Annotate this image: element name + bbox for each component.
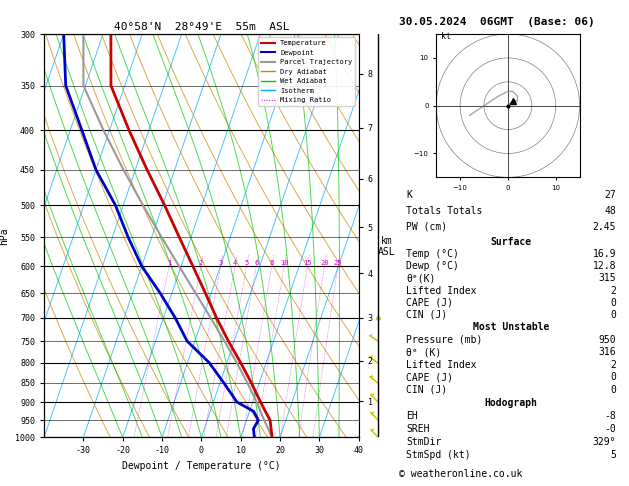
- Text: Hodograph: Hodograph: [484, 398, 538, 408]
- Text: 329°: 329°: [593, 437, 616, 447]
- Text: LCL: LCL: [360, 419, 376, 428]
- Text: 0: 0: [610, 372, 616, 382]
- Text: 2: 2: [610, 360, 616, 370]
- Text: PW (cm): PW (cm): [406, 222, 447, 232]
- Text: 3: 3: [218, 260, 223, 266]
- Text: 315: 315: [598, 273, 616, 283]
- Text: Temp (°C): Temp (°C): [406, 249, 459, 259]
- Text: 6: 6: [254, 260, 259, 266]
- Text: Surface: Surface: [491, 237, 532, 247]
- Text: -8: -8: [604, 411, 616, 421]
- Text: © weatheronline.co.uk: © weatheronline.co.uk: [399, 469, 523, 479]
- Text: Lifted Index: Lifted Index: [406, 360, 477, 370]
- Text: 48: 48: [604, 206, 616, 216]
- Y-axis label: hPa: hPa: [0, 227, 9, 244]
- Text: 5: 5: [245, 260, 249, 266]
- Text: -0: -0: [604, 424, 616, 434]
- Text: 950: 950: [598, 335, 616, 345]
- Text: θᵉ (K): θᵉ (K): [406, 347, 442, 357]
- X-axis label: Dewpoint / Temperature (°C): Dewpoint / Temperature (°C): [122, 461, 281, 471]
- Text: 0: 0: [610, 297, 616, 308]
- Text: 8: 8: [270, 260, 274, 266]
- Text: CAPE (J): CAPE (J): [406, 297, 453, 308]
- Text: Lifted Index: Lifted Index: [406, 285, 477, 295]
- Text: SREH: SREH: [406, 424, 430, 434]
- Text: 15: 15: [303, 260, 311, 266]
- Text: 0: 0: [610, 385, 616, 395]
- Text: 4: 4: [233, 260, 237, 266]
- Text: 10: 10: [280, 260, 289, 266]
- Text: CIN (J): CIN (J): [406, 310, 447, 320]
- Text: 2: 2: [199, 260, 203, 266]
- Text: 20: 20: [320, 260, 329, 266]
- Text: Dewp (°C): Dewp (°C): [406, 261, 459, 271]
- Text: 5: 5: [610, 450, 616, 460]
- Title: 40°58'N  28°49'E  55m  ASL: 40°58'N 28°49'E 55m ASL: [114, 22, 289, 32]
- Text: 25: 25: [333, 260, 342, 266]
- Text: 12.8: 12.8: [593, 261, 616, 271]
- Text: StmSpd (kt): StmSpd (kt): [406, 450, 470, 460]
- Text: 30.05.2024  06GMT  (Base: 06): 30.05.2024 06GMT (Base: 06): [399, 17, 595, 27]
- Text: StmDir: StmDir: [406, 437, 442, 447]
- Text: K: K: [406, 190, 412, 200]
- Text: Totals Totals: Totals Totals: [406, 206, 482, 216]
- Text: 16.9: 16.9: [593, 249, 616, 259]
- Text: 2: 2: [610, 285, 616, 295]
- Text: 1: 1: [167, 260, 171, 266]
- Text: θᵉ(K): θᵉ(K): [406, 273, 435, 283]
- Text: 27: 27: [604, 190, 616, 200]
- Text: kt: kt: [441, 32, 451, 41]
- Text: 2.45: 2.45: [593, 222, 616, 232]
- Text: EH: EH: [406, 411, 418, 421]
- Text: CAPE (J): CAPE (J): [406, 372, 453, 382]
- Text: Pressure (mb): Pressure (mb): [406, 335, 482, 345]
- Text: CIN (J): CIN (J): [406, 385, 447, 395]
- Y-axis label: km
ASL: km ASL: [378, 236, 396, 257]
- Text: Most Unstable: Most Unstable: [473, 322, 549, 332]
- Text: 316: 316: [598, 347, 616, 357]
- Legend: Temperature, Dewpoint, Parcel Trajectory, Dry Adiabat, Wet Adiabat, Isotherm, Mi: Temperature, Dewpoint, Parcel Trajectory…: [258, 37, 355, 106]
- Text: 0: 0: [610, 310, 616, 320]
